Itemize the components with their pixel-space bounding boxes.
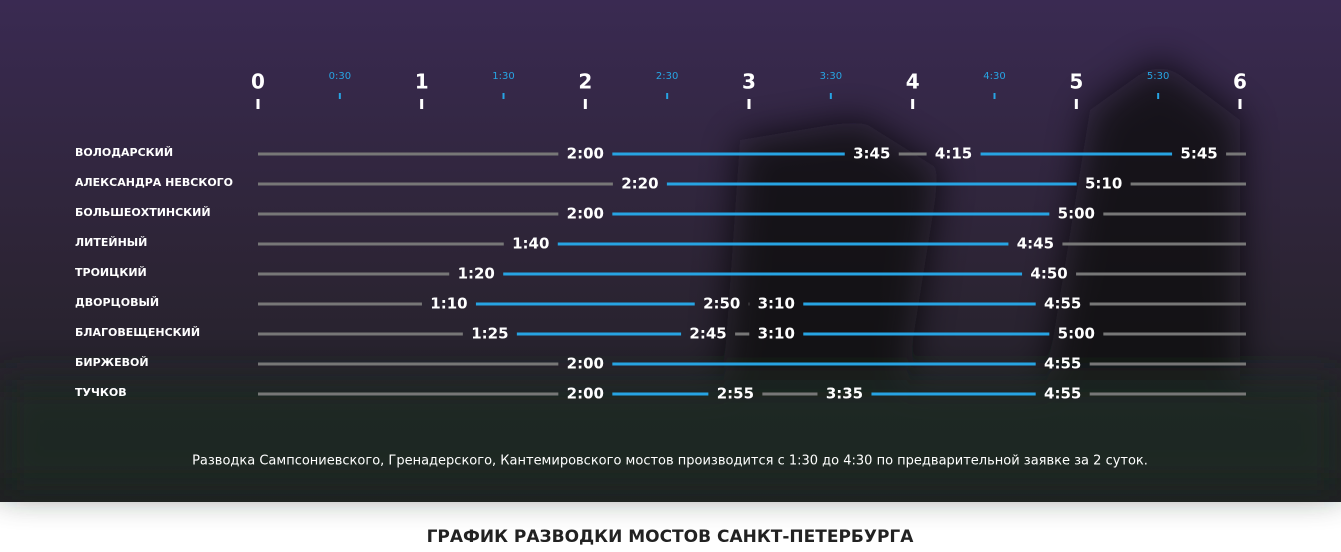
x-tick-label: 5: [1069, 70, 1083, 94]
minor-tick-label: 4:30: [983, 71, 1005, 82]
time-label: 2:55: [717, 385, 754, 403]
time-label: 5:10: [1085, 175, 1122, 193]
time-label: 5:45: [1180, 145, 1217, 163]
minor-tick-label: 3:30: [820, 71, 842, 82]
time-label: 2:00: [567, 205, 604, 223]
bridge-name: ВОЛОДАРСКИЙ: [75, 146, 173, 159]
minor-tick-label: 1:30: [492, 71, 514, 82]
time-label: 4:45: [1017, 235, 1054, 253]
x-tick-label: 6: [1233, 70, 1247, 94]
x-tick-label: 1: [415, 70, 429, 94]
time-label: 5:00: [1058, 205, 1095, 223]
bridge-name: ТРОИЦКИЙ: [75, 266, 147, 279]
minor-tick-label: 0:30: [329, 71, 351, 82]
time-label: 1:20: [458, 265, 495, 283]
time-label: 4:15: [935, 145, 972, 163]
time-label: 4:55: [1044, 355, 1081, 373]
time-label: 2:20: [621, 175, 658, 193]
time-label: 1:25: [471, 325, 508, 343]
time-label: 2:00: [567, 355, 604, 373]
note: Разводка Сампсониевского, Гренадерского,…: [192, 454, 1148, 469]
bridge-name: БИРЖЕВОЙ: [75, 356, 149, 369]
bridge-name: БЛАГОВЕЩЕНСКИЙ: [75, 326, 200, 339]
minor-tick-label: 5:30: [1147, 71, 1169, 82]
time-label: 3:10: [758, 295, 795, 313]
bridge-name: АЛЕКСАНДРА НЕВСКОГО: [75, 176, 233, 189]
x-tick-label: 3: [742, 70, 756, 94]
time-label: 3:35: [826, 385, 863, 403]
bridge-name: ТУЧКОВ: [75, 386, 127, 399]
minor-tick-label: 2:30: [656, 71, 678, 82]
time-label: 1:40: [512, 235, 549, 253]
time-label: 4:50: [1030, 265, 1067, 283]
bridge-name: ДВОРЦОВЫЙ: [75, 296, 159, 309]
time-label: 2:00: [567, 385, 604, 403]
x-tick-label: 4: [906, 70, 920, 94]
time-label: 5:00: [1058, 325, 1095, 343]
x-tick-label: 0: [251, 70, 265, 94]
time-label: 4:55: [1044, 295, 1081, 313]
x-tick-label: 2: [578, 70, 592, 94]
time-label: 3:10: [758, 325, 795, 343]
time-label: 2:50: [703, 295, 740, 313]
title: ГРАФИК РАЗВОДКИ МОСТОВ САНКТ-ПЕТЕРБУРГА: [427, 527, 915, 547]
time-label: 2:45: [689, 325, 726, 343]
time-label: 4:55: [1044, 385, 1081, 403]
time-label: 2:00: [567, 145, 604, 163]
bridge-name: БОЛЬШЕОХТИНСКИЙ: [75, 206, 211, 219]
time-label: 3:45: [853, 145, 890, 163]
bridge-name: ЛИТЕЙНЫЙ: [75, 236, 147, 249]
time-label: 1:10: [430, 295, 467, 313]
